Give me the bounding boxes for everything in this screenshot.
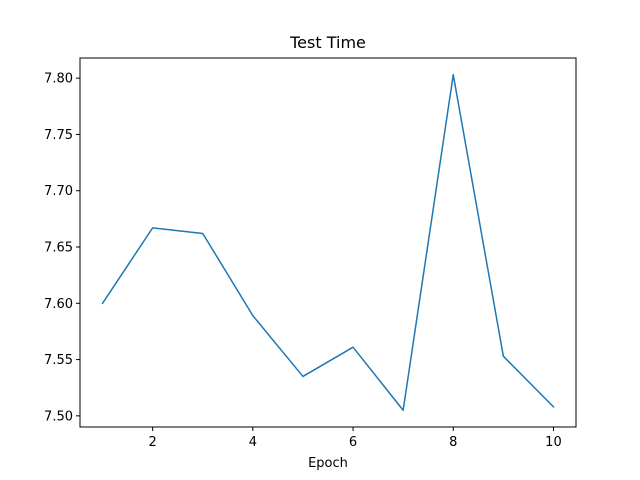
y-axis-ticks: 7.50 7.55 7.60 7.65 7.70 7.75 7.80 <box>44 72 80 424</box>
x-axis-label: Epoch <box>308 456 348 471</box>
x-tick-label: 2 <box>149 435 157 450</box>
y-tick-label: 7.60 <box>44 297 73 312</box>
axes-frame <box>79 57 577 428</box>
series-line <box>101 74 555 411</box>
y-tick-label: 7.70 <box>44 184 73 199</box>
axes-background <box>80 58 576 427</box>
y-tick-label: 7.80 <box>44 72 73 87</box>
series-layer <box>101 74 555 411</box>
y-tick-label: 7.55 <box>44 353 73 368</box>
y-tick-label: 7.50 <box>44 409 73 424</box>
x-tick-label: 4 <box>249 435 257 450</box>
chart-title: Test Time <box>289 33 366 52</box>
y-tick-label: 7.65 <box>44 241 73 256</box>
x-axis-ticks: 2 4 6 8 10 <box>149 427 562 450</box>
plot-area <box>80 58 576 427</box>
y-tick-label: 7.75 <box>44 128 73 143</box>
x-tick-label: 6 <box>349 435 357 450</box>
x-tick-label: 10 <box>545 435 562 450</box>
x-tick-label: 8 <box>449 435 457 450</box>
